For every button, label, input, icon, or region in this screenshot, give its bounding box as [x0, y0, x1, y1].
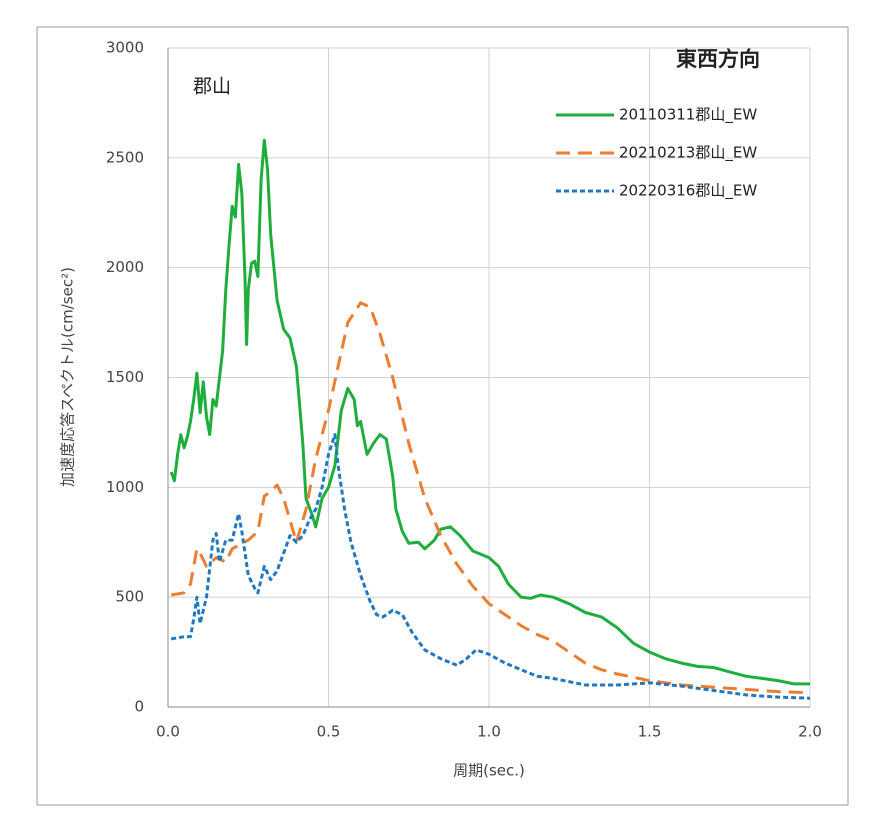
- x-tick-label: 0.0: [156, 723, 180, 741]
- chart-frame: [36, 26, 849, 806]
- y-tick-label: 0: [134, 698, 144, 716]
- x-tick-label: 1.5: [638, 723, 662, 741]
- chart-title: 東西方向: [676, 47, 760, 71]
- y-tick-label: 1500: [106, 368, 144, 386]
- series-line: [169, 138, 810, 686]
- x-tick-label: 1.0: [477, 723, 501, 741]
- legend-label: 20110311郡山_EW: [619, 106, 757, 125]
- y-tick-label: 3000: [106, 39, 144, 57]
- y-axis-label: 加速度応答スペクトル(cm/sec²): [59, 267, 77, 487]
- y-tick-label: 1000: [106, 478, 144, 496]
- legend-label: 20220316郡山_EW: [619, 182, 757, 201]
- y-tick-label: 2500: [106, 148, 144, 166]
- annotation: 郡山: [193, 76, 231, 98]
- legend-label: 20210213郡山_EW: [619, 144, 757, 163]
- series-line: [170, 433, 811, 700]
- y-tick-label: 2000: [106, 258, 144, 276]
- x-axis-label: 周期(sec.): [453, 762, 525, 780]
- y-tick-label: 500: [115, 588, 144, 606]
- x-tick-label: 0.5: [317, 723, 341, 741]
- x-tick-label: 2.0: [798, 723, 822, 741]
- series-line: [170, 301, 811, 695]
